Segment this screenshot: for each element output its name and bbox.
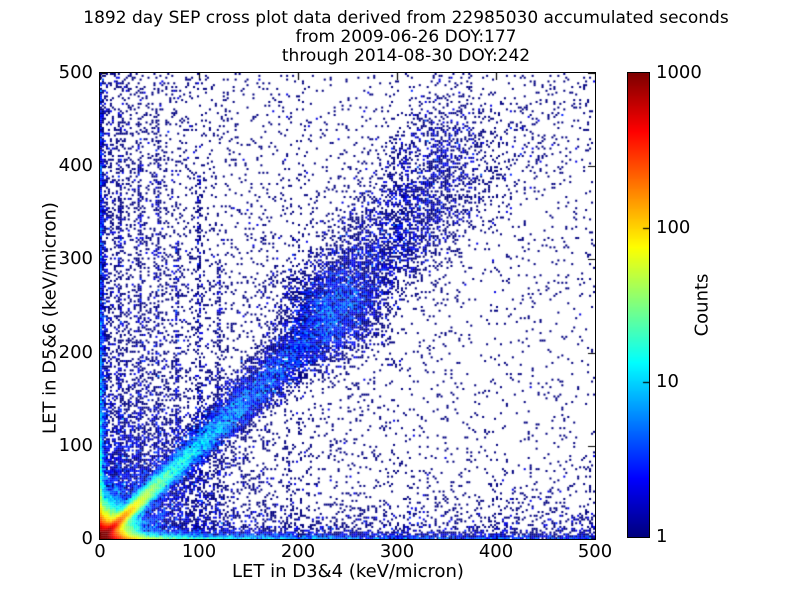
y-axis-label: LET in D5&6 (keV/micron) xyxy=(39,202,61,434)
title-line-3: through 2014-08-30 DOY:242 xyxy=(281,46,531,66)
colorbar-tick-label: 10 xyxy=(656,371,679,393)
title-line-2: from 2009-06-26 DOY:177 xyxy=(295,27,517,47)
y-tick-label: 500 xyxy=(58,62,93,83)
colorbar-tick-label: 1 xyxy=(656,526,668,547)
x-tick-label: 400 xyxy=(478,541,514,562)
title-line-1: 1892 day SEP cross plot data derived fro… xyxy=(83,8,729,28)
plot-area xyxy=(99,72,596,540)
chart-title: 1892 day SEP cross plot data derived fro… xyxy=(6,9,800,66)
y-tick-label: 0 xyxy=(81,528,93,549)
colorbar xyxy=(627,72,650,538)
x-tick-label: 300 xyxy=(379,541,415,562)
x-tick-label: 500 xyxy=(577,541,613,562)
colorbar-tick-label: 100 xyxy=(656,216,691,238)
colorbar-label: Counts xyxy=(691,273,713,337)
x-axis-label: LET in D3&4 (keV/micron) xyxy=(232,561,464,582)
y-tick-label: 300 xyxy=(58,248,93,270)
colorbar-tick-label: 1000 xyxy=(656,62,702,83)
heatmap-canvas xyxy=(100,73,595,539)
colorbar-canvas xyxy=(628,73,649,537)
x-tick-label: 100 xyxy=(181,541,217,562)
y-tick-label: 200 xyxy=(58,341,93,363)
y-tick-label: 100 xyxy=(58,434,93,456)
x-tick-label: 0 xyxy=(94,541,106,562)
y-tick-label: 400 xyxy=(58,155,93,177)
x-tick-label: 200 xyxy=(280,541,316,562)
